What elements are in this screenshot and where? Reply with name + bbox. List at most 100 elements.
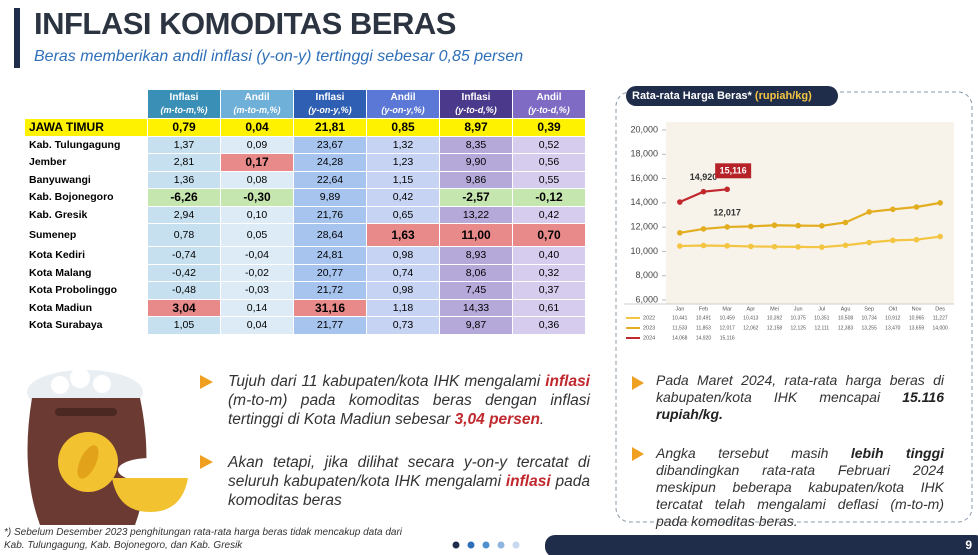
column-header-title: Andil [536,92,562,103]
cell: 2,94 [148,206,220,223]
region-name: Jember [25,154,147,171]
cell: -0,74 [148,247,220,264]
cell: 28,64 [294,224,366,246]
cell: -0,30 [221,189,293,206]
nav-dot [467,541,475,549]
bullet-text: Tujuh dari 11 kabupaten/kota IHK mengala… [228,372,590,429]
cell: 9,90 [440,154,512,171]
data-table-value: 10,734 [862,315,878,321]
cell: 31,16 [294,299,366,316]
line-marker [724,243,730,249]
cell: 7,45 [440,282,512,299]
emphasis: inflasi [545,373,590,390]
data-table-value: 10,441 [672,315,688,321]
line-marker [771,243,778,250]
cell: 1,32 [367,136,439,153]
table-row: Banyuwangi 1,36 0,08 22,64 1,15 9,86 0,55 [25,171,585,188]
data-table-value: 12,125 [791,325,807,331]
cell: 3,04 [148,299,220,316]
bullet-text: Akan tetapi, jika dilihat secara y-on-y … [228,453,590,510]
line-marker [913,204,920,210]
text: Tujuh dari 11 kabupaten/kota IHK mengala… [228,373,546,390]
data-table-value: 11,533 [672,325,687,331]
line-series [679,235,941,249]
data-table-value: 14,000 [933,325,949,331]
chart-title-main: Rata-rata Harga Beras* [632,90,753,102]
cell: -0,02 [221,264,293,281]
table-row: Kab. Tulungagung 1,37 0,09 23,67 1,32 8,35 0,5… [25,136,585,153]
x-tick-label: Nov [912,306,922,312]
rice-sack [27,368,188,525]
cell: 0,37 [513,282,585,299]
line-marker [890,237,896,244]
line-marker [724,224,730,230]
chart-title: Rata-rata Harga Beras* (rupiah/kg) [632,90,812,102]
table-row: JAWA TIMUR 0,79 0,04 21,81 0,85 8,97 0,39 [25,119,585,136]
data-table-value: 10,375 [791,315,807,321]
cell: 0,55 [513,171,585,188]
x-tick-label: Agu [841,306,851,312]
cell: 1,05 [148,317,220,334]
y-tick-label: 6,000 [635,294,658,304]
data-table-value: 14,068 [672,335,688,341]
cell: 14,33 [440,299,512,316]
text: Pada Maret 2024, rata-rata harga beras d… [656,372,944,405]
column-header-unit: (y-to-d,%) [528,105,570,115]
legend-label: 2024 [643,335,655,341]
cell: 0,14 [221,299,293,316]
data-table-value: 11,853 [696,325,711,331]
cell: 0,17 [221,154,293,171]
line-marker [866,239,872,246]
table-row: Kota Madiun 3,04 0,14 31,16 1,18 14,33 0,61 [25,299,585,316]
cell: 0,65 [367,206,439,223]
x-tick-label: Jan [675,306,684,312]
table-row: Kab. Bojonegoro -6,26 -0,30 9,89 0,42 -2,57 -0… [25,189,585,206]
x-tick-label: Okt [889,306,898,312]
title: INFLASI KOMODITAS BERAS [34,6,456,41]
bullet-icon [632,447,644,461]
cell: 0,32 [513,264,585,281]
line-marker [795,222,801,229]
y-tick-label: 14,000 [630,197,658,207]
emphasis: inflasi [505,473,551,490]
annotation-box [715,163,752,179]
cell: -0,03 [221,282,293,299]
cell: 0,10 [221,206,293,223]
bullet-text: Pada Maret 2024, rata-rata harga beras d… [656,372,944,423]
data-table-value: 15,116 [720,335,735,341]
column-header-unit: (m-to-m,%) [233,105,281,115]
y-tick-label: 16,000 [630,173,658,183]
emphasis: 3,04 persen [454,411,540,428]
data-table-value: 10,459 [720,315,736,321]
x-tick-label: Mar [722,306,732,312]
cell: 9,86 [440,171,512,188]
line-marker [724,186,730,193]
nav-dot [512,541,520,549]
line-marker [795,244,801,250]
line-marker [771,222,778,229]
cell: 0,98 [367,247,439,264]
y-tick-label: 18,000 [630,149,658,159]
cell: 0,42 [367,189,439,206]
line-marker [677,243,683,249]
data-table-value: 11,227 [933,315,948,321]
line-marker [819,222,825,229]
cell: -6,26 [148,189,220,206]
corner [25,90,147,118]
annotation: 15,116 [720,166,747,176]
cell: 9,89 [294,189,366,206]
text: dibandingkan rata-rata Februari 2024 mes… [656,462,944,529]
column-header-title: Andil [390,92,416,103]
footnote: *) Sebelum Desember 2023 penghitungan ra… [4,526,402,552]
data-table-value: 12,111 [815,325,830,331]
cell: 13,22 [440,206,512,223]
x-tick-label: Des [935,306,945,312]
column-header: Andil (m-to-m,%) [221,90,293,118]
text: Akan tetapi, jika dilihat secara y-on-y … [228,454,590,490]
data-table-value: 12,062 [743,325,759,331]
cell: 0,70 [513,224,585,246]
column-header: Andil (y-on-y,%) [367,90,439,118]
chart-unit: (rupiah/kg) [755,90,812,102]
x-tick-label: Apr [747,306,756,312]
region-name: Kab. Bojonegoro [25,189,147,206]
